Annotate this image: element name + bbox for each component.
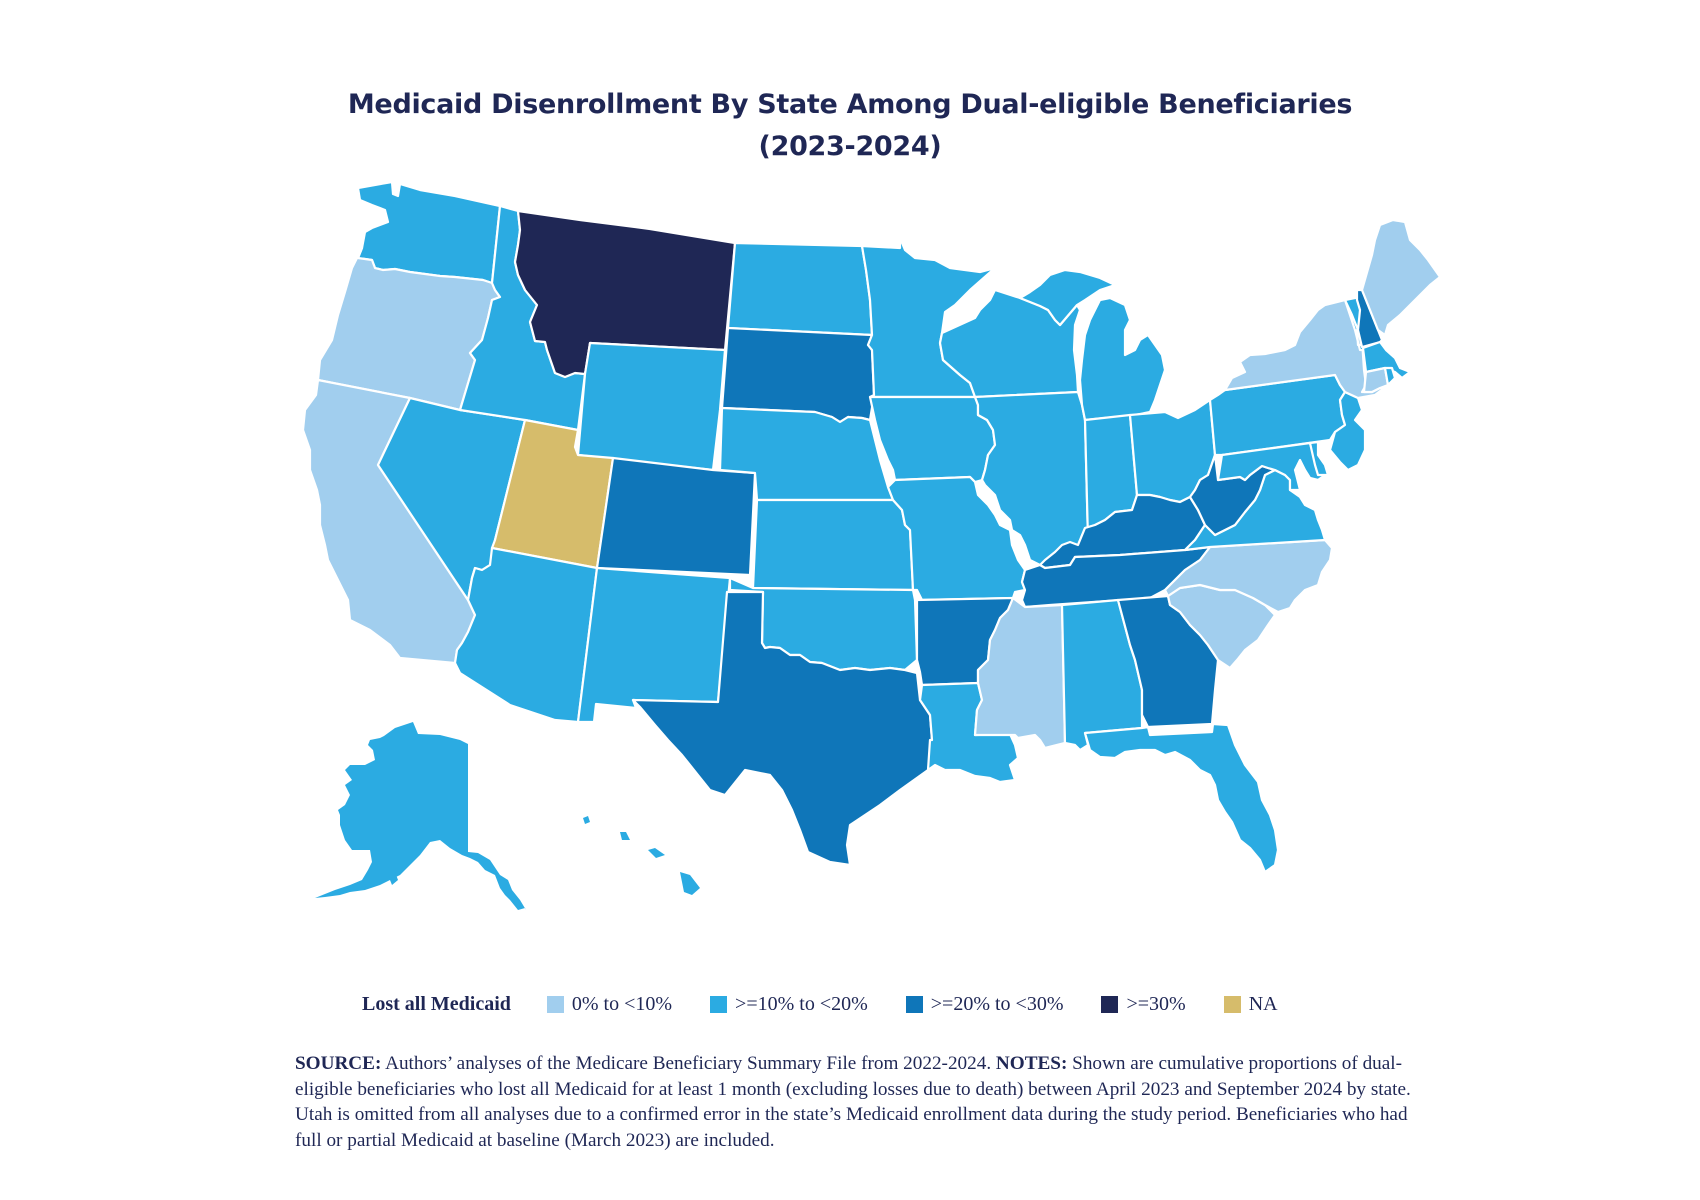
legend-label: NA <box>1248 992 1278 1015</box>
state-NC[interactable] <box>1163 538 1334 614</box>
state-WY[interactable] <box>576 341 727 472</box>
legend-item-10-to-20: >=10% to <20% <box>710 993 868 1016</box>
source-text: Authors’ analyses of the Medicare Benefi… <box>381 1053 996 1074</box>
state-WA[interactable] <box>356 180 502 285</box>
legend-title: Lost all Medicaid <box>362 992 511 1015</box>
state-AK[interactable] <box>315 722 526 910</box>
state-AZ[interactable] <box>453 546 599 724</box>
chart-title: Medicaid Disenrollment By State Among Du… <box>0 84 1700 168</box>
source-note: SOURCE: Authors’ analyses of the Medicar… <box>295 1051 1425 1153</box>
state-RI[interactable] <box>1383 366 1397 387</box>
legend-label: >=30% <box>1126 992 1186 1015</box>
legend-swatch <box>546 995 564 1013</box>
legend-item-30-plus: >=30% <box>1101 992 1186 1016</box>
state-MI[interactable] <box>1018 268 1167 422</box>
state-IA[interactable] <box>868 395 997 484</box>
legend-swatch <box>1223 995 1241 1013</box>
state-NE[interactable] <box>718 406 895 502</box>
legend-label: 0% to <10% <box>571 992 673 1015</box>
state-DE[interactable] <box>1308 440 1330 477</box>
state-KS[interactable] <box>751 498 915 592</box>
state-NM[interactable] <box>576 566 732 724</box>
state-ME[interactable] <box>1360 218 1442 337</box>
state-CO[interactable] <box>595 456 757 577</box>
legend-swatch <box>905 995 923 1013</box>
state-NJ[interactable] <box>1328 390 1367 472</box>
state-ND[interactable] <box>726 241 874 337</box>
chart-title-line1: Medicaid Disenrollment By State Among Du… <box>347 89 1353 120</box>
legend: Lost all Medicaid 0% to <10% >=10% to <2… <box>362 989 1316 1019</box>
legend-label: >=20% to <30% <box>930 992 1064 1015</box>
state-HI[interactable] <box>583 816 700 895</box>
us-state-map <box>301 180 1442 910</box>
legend-item-0-to-10: 0% to <10% <box>546 992 673 1016</box>
legend-item-20-to-30: >=20% to <30% <box>905 992 1064 1016</box>
notes-label: NOTES: <box>995 1053 1068 1074</box>
state-MS[interactable] <box>973 596 1067 750</box>
chart-title-line2: (2023-2024) <box>758 131 942 162</box>
notes-text: Shown are cumulative proportions of dual… <box>295 1053 1411 1151</box>
state-FL[interactable] <box>1083 722 1280 874</box>
source-label: SOURCE: <box>295 1053 382 1074</box>
state-TX[interactable] <box>631 590 934 867</box>
state-AK-island <box>388 872 398 885</box>
legend-item-na: NA <box>1223 992 1278 1016</box>
legend-label: >=10% to <20% <box>735 992 868 1015</box>
legend-swatch <box>1101 995 1119 1013</box>
legend-swatch <box>710 995 728 1013</box>
